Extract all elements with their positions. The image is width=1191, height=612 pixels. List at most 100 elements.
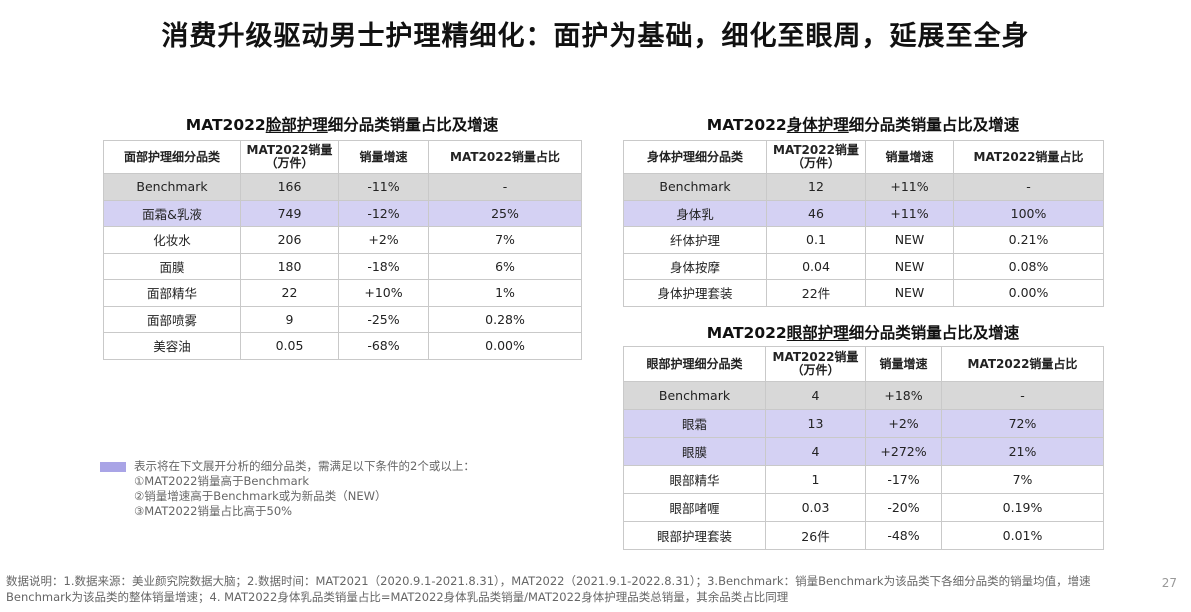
table-cell-volume: 0.1 — [766, 226, 866, 254]
table-cell-name: 眼霜 — [623, 409, 766, 438]
table-cell-volume: 9 — [240, 305, 339, 333]
table-cell-volume: 13 — [765, 409, 866, 438]
column-header: 销量增速 — [865, 140, 954, 174]
data-footnote: 数据说明：1.数据来源：美业颜究院数据大脑；2.数据时间：MAT2021（202… — [6, 574, 1091, 604]
table-row: 眼膜 4 +272% 21% — [623, 437, 1104, 466]
table-cell-name: 面霜&乳液 — [103, 199, 241, 227]
table-cell-name: 化妆水 — [103, 226, 241, 254]
table-cell-volume: 4 — [765, 381, 866, 410]
table-cell-growth: +272% — [865, 437, 942, 466]
column-header: 销量增速 — [865, 346, 942, 382]
table-row: 眼部啫喱 0.03 -20% 0.19% — [623, 493, 1104, 522]
table-cell-growth: NEW — [865, 252, 954, 280]
table-row: 身体护理套装 22件 NEW 0.00% — [623, 279, 1104, 307]
table-row: 身体按摩 0.04 NEW 0.08% — [623, 252, 1104, 280]
legend-line: ②销量增速高于Benchmark或为新品类（NEW） — [134, 489, 387, 503]
table-cell-growth: -17% — [865, 465, 942, 494]
table-cell-volume: 22件 — [766, 279, 866, 307]
legend-line: 表示将在下文展开分析的细分品类，需满足以下条件的2个或以上： — [134, 459, 475, 473]
table-cell-volume: 206 — [240, 226, 339, 254]
table-cell-volume: 749 — [240, 199, 339, 227]
table-cell-share: 0.08% — [953, 252, 1104, 280]
table-cell-volume: 180 — [240, 252, 339, 280]
legend-line: ①MAT2022销量高于Benchmark — [134, 474, 309, 488]
table-cell-share: 0.00% — [428, 332, 582, 360]
table-cell-share: 0.01% — [941, 521, 1104, 550]
table-cell-volume: 0.04 — [766, 252, 866, 280]
table-cell-share: 1% — [428, 279, 582, 307]
table-header-row: 面部护理细分品类 MAT2022销量 （万件） 销量增速 MAT2022销量占比 — [103, 140, 582, 174]
table-row: 美容油 0.05 -68% 0.00% — [103, 332, 582, 360]
table-row: Benchmark 12 +11% - — [623, 173, 1104, 201]
table-cell-name: 纤体护理 — [623, 226, 767, 254]
table-cell-volume: 0.05 — [240, 332, 339, 360]
column-header: MAT2022销量占比 — [953, 140, 1104, 174]
table-cell-volume: 12 — [766, 173, 866, 201]
table-cell-name: 面部精华 — [103, 279, 241, 307]
body-table-title: MAT2022身体护理细分品类销量占比及增速 — [706, 116, 1020, 134]
table-cell-growth: -11% — [338, 173, 429, 201]
column-header: MAT2022销量占比 — [941, 346, 1104, 382]
table-cell-share: 100% — [953, 199, 1104, 227]
column-header: 身体护理细分品类 — [623, 140, 767, 174]
table-cell-share: 25% — [428, 199, 582, 227]
table-cell-growth: -25% — [338, 305, 429, 333]
body-care-table: 身体护理细分品类 MAT2022销量 （万件） 销量增速 MAT2022销量占比 Ben… — [623, 140, 1104, 307]
face-care-table: 面部护理细分品类 MAT2022销量 （万件） 销量增速 MAT2022销量占比 Ben… — [103, 140, 582, 360]
table-cell-name: 眼部精华 — [623, 465, 766, 494]
table-cell-share: - — [953, 173, 1104, 201]
table-row: 纤体护理 0.1 NEW 0.21% — [623, 226, 1104, 254]
table-cell-share: 7% — [428, 226, 582, 254]
column-header: MAT2022销量占比 — [428, 140, 582, 174]
table-cell-name: Benchmark — [623, 381, 766, 410]
table-header-row: 身体护理细分品类 MAT2022销量 （万件） 销量增速 MAT2022销量占比 — [623, 140, 1104, 174]
table-cell-volume: 22 — [240, 279, 339, 307]
table-row: 身体乳 46 +11% 100% — [623, 199, 1104, 227]
table-cell-volume: 166 — [240, 173, 339, 201]
table-cell-name: 眼部啫喱 — [623, 493, 766, 522]
table-cell-growth: NEW — [865, 279, 954, 307]
table-row: 眼部精华 1 -17% 7% — [623, 465, 1104, 494]
table-cell-share: 0.28% — [428, 305, 582, 333]
column-header: MAT2022销量 （万件） — [240, 140, 339, 174]
table-cell-growth: +10% — [338, 279, 429, 307]
table-cell-growth: -20% — [865, 493, 942, 522]
table-cell-volume: 1 — [765, 465, 866, 494]
table-cell-growth: NEW — [865, 226, 954, 254]
table-cell-name: 身体按摩 — [623, 252, 767, 280]
highlight-swatch — [100, 461, 126, 472]
table-cell-name: 身体乳 — [623, 199, 767, 227]
legend-line: ③MAT2022销量占比高于50% — [134, 504, 293, 518]
table-row: 眼部护理套装 26件 -48% 0.01% — [623, 521, 1104, 550]
table-cell-name: Benchmark — [103, 173, 241, 201]
page-number: 27 — [1161, 576, 1177, 590]
table-cell-volume: 26件 — [765, 521, 866, 550]
face-table-title: MAT2022脸部护理细分品类销量占比及增速 — [185, 116, 499, 134]
table-cell-share: 72% — [941, 409, 1104, 438]
table-cell-growth: -48% — [865, 521, 942, 550]
table-cell-name: 面膜 — [103, 252, 241, 280]
table-row: 面膜 180 -18% 6% — [103, 252, 582, 280]
table-cell-growth: +18% — [865, 381, 942, 410]
table-cell-volume: 4 — [765, 437, 866, 466]
table-cell-name: 眼部护理套装 — [623, 521, 766, 550]
table-cell-share: 0.19% — [941, 493, 1104, 522]
column-header: 销量增速 — [338, 140, 429, 174]
table-cell-growth: +11% — [865, 199, 954, 227]
table-cell-share: 21% — [941, 437, 1104, 466]
column-header: 面部护理细分品类 — [103, 140, 241, 174]
table-row: Benchmark 4 +18% - — [623, 381, 1104, 410]
table-cell-growth: -18% — [338, 252, 429, 280]
table-header-row: 眼部护理细分品类 MAT2022销量 （万件） 销量增速 MAT2022销量占比 — [623, 346, 1104, 382]
table-cell-name: 眼膜 — [623, 437, 766, 466]
table-row: 面霜&乳液 749 -12% 25% — [103, 199, 582, 227]
column-header: MAT2022销量 （万件） — [766, 140, 866, 174]
table-cell-growth: +2% — [338, 226, 429, 254]
table-cell-share: 7% — [941, 465, 1104, 494]
table-cell-name: 美容油 — [103, 332, 241, 360]
eye-care-table: 眼部护理细分品类 MAT2022销量 （万件） 销量增速 MAT2022销量占比 Ben… — [623, 346, 1104, 550]
table-row: 面部精华 22 +10% 1% — [103, 279, 582, 307]
column-header: MAT2022销量 （万件） — [765, 346, 866, 382]
table-cell-name: 面部喷雾 — [103, 305, 241, 333]
legend-note: 表示将在下文展开分析的细分品类，需满足以下条件的2个或以上： ①MAT2022销… — [100, 459, 475, 519]
